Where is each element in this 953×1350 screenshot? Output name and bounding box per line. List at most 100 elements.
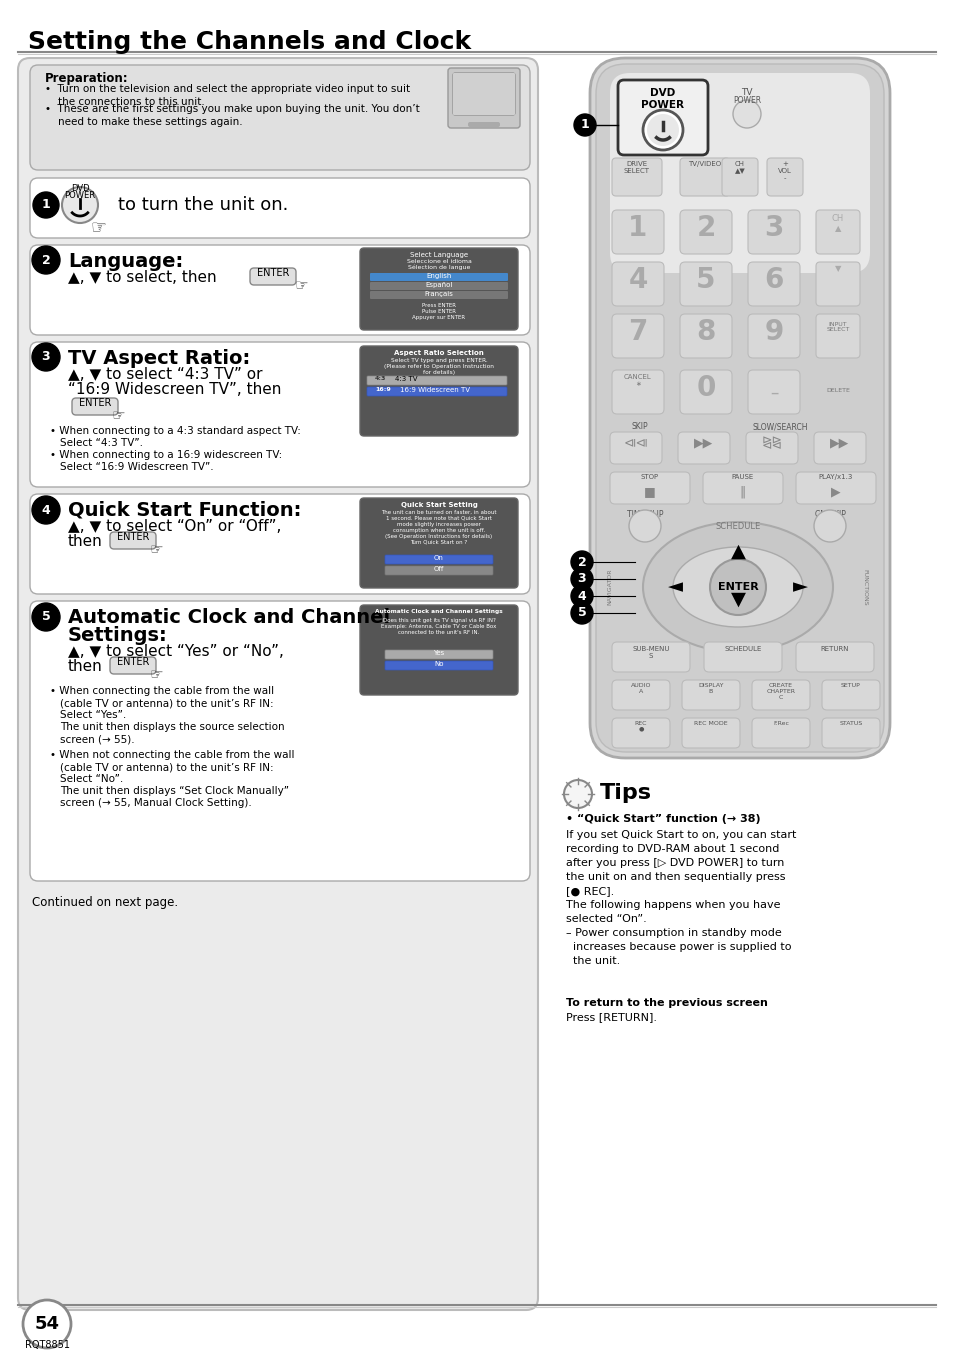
FancyBboxPatch shape bbox=[385, 555, 493, 564]
Text: ☞: ☞ bbox=[112, 408, 126, 423]
FancyBboxPatch shape bbox=[609, 472, 689, 504]
Circle shape bbox=[32, 246, 60, 274]
FancyBboxPatch shape bbox=[766, 158, 802, 196]
Text: (cable TV or antenna) to the unit’s RF IN:: (cable TV or antenna) to the unit’s RF I… bbox=[60, 698, 274, 707]
Text: SKIP: SKIP bbox=[631, 423, 648, 431]
Text: ⧎⧎: ⧎⧎ bbox=[760, 436, 781, 450]
Text: Select “16:9 Widescreen TV”.: Select “16:9 Widescreen TV”. bbox=[60, 462, 213, 472]
Text: Language:: Language: bbox=[68, 252, 183, 271]
Text: 54: 54 bbox=[34, 1315, 59, 1332]
Text: Quick Start Setting: Quick Start Setting bbox=[400, 502, 476, 508]
Text: ▲, ▼ to select “On” or “Off”,: ▲, ▼ to select “On” or “Off”, bbox=[68, 518, 281, 535]
Text: If you set Quick Start to on, you can start
recording to DVD-RAM about 1 second
: If you set Quick Start to on, you can st… bbox=[565, 830, 796, 967]
FancyBboxPatch shape bbox=[751, 718, 809, 748]
FancyBboxPatch shape bbox=[30, 65, 530, 170]
FancyBboxPatch shape bbox=[703, 643, 781, 672]
Text: 4: 4 bbox=[628, 266, 647, 294]
FancyBboxPatch shape bbox=[370, 273, 507, 281]
FancyBboxPatch shape bbox=[609, 432, 661, 464]
Text: 2: 2 bbox=[42, 254, 51, 266]
Text: Aspect Ratio Selection: Aspect Ratio Selection bbox=[394, 350, 483, 356]
Text: ▼: ▼ bbox=[730, 590, 744, 609]
Text: RETURN: RETURN bbox=[820, 647, 848, 652]
FancyBboxPatch shape bbox=[589, 58, 889, 757]
Circle shape bbox=[571, 602, 593, 624]
FancyBboxPatch shape bbox=[453, 73, 515, 115]
Text: ⧏⧏: ⧏⧏ bbox=[623, 436, 648, 450]
FancyBboxPatch shape bbox=[612, 370, 663, 414]
FancyBboxPatch shape bbox=[370, 292, 507, 298]
FancyBboxPatch shape bbox=[747, 262, 800, 306]
Text: ENTER: ENTER bbox=[717, 582, 758, 593]
Text: 5: 5 bbox=[696, 266, 715, 294]
FancyBboxPatch shape bbox=[110, 532, 156, 549]
FancyBboxPatch shape bbox=[448, 68, 519, 128]
FancyBboxPatch shape bbox=[359, 248, 517, 329]
FancyBboxPatch shape bbox=[30, 178, 530, 238]
FancyBboxPatch shape bbox=[30, 601, 530, 882]
Text: • When connecting the cable from the wall: • When connecting the cable from the wal… bbox=[50, 686, 274, 697]
FancyBboxPatch shape bbox=[795, 472, 875, 504]
Text: DVD: DVD bbox=[71, 184, 90, 193]
Text: Sélection de langue: Sélection de langue bbox=[407, 265, 470, 270]
Text: (cable TV or antenna) to the unit’s RF IN:: (cable TV or antenna) to the unit’s RF I… bbox=[60, 761, 274, 772]
Text: SETUP: SETUP bbox=[841, 683, 860, 688]
Text: SLOW/SEARCH: SLOW/SEARCH bbox=[752, 423, 807, 431]
Text: ENTER: ENTER bbox=[116, 532, 149, 541]
Text: 5: 5 bbox=[577, 606, 586, 620]
FancyBboxPatch shape bbox=[612, 718, 669, 748]
FancyBboxPatch shape bbox=[747, 370, 800, 414]
Text: –: – bbox=[769, 383, 778, 402]
Text: CH
▲▼: CH ▲▼ bbox=[734, 161, 744, 174]
FancyBboxPatch shape bbox=[681, 680, 740, 710]
Text: then: then bbox=[68, 535, 103, 549]
Text: On: On bbox=[434, 555, 443, 562]
Text: ▲, ▼ to select “Yes” or “No”,: ▲, ▼ to select “Yes” or “No”, bbox=[68, 644, 284, 659]
Text: ■: ■ bbox=[643, 485, 655, 498]
Text: ▲: ▲ bbox=[730, 541, 744, 562]
Circle shape bbox=[62, 188, 98, 223]
FancyBboxPatch shape bbox=[815, 211, 859, 254]
Text: 4:3: 4:3 bbox=[375, 377, 386, 381]
Text: Français: Français bbox=[424, 292, 453, 297]
Text: Automatic Clock and Channel Settings: Automatic Clock and Channel Settings bbox=[375, 609, 502, 614]
FancyBboxPatch shape bbox=[453, 73, 515, 115]
Text: Preparation:: Preparation: bbox=[45, 72, 129, 85]
FancyBboxPatch shape bbox=[359, 605, 517, 695]
Text: ▼: ▼ bbox=[834, 265, 841, 273]
Text: TV/VIDEO: TV/VIDEO bbox=[688, 161, 720, 167]
FancyBboxPatch shape bbox=[612, 211, 663, 254]
Circle shape bbox=[32, 495, 60, 524]
FancyBboxPatch shape bbox=[815, 315, 859, 358]
Text: 4: 4 bbox=[577, 590, 586, 602]
FancyBboxPatch shape bbox=[612, 315, 663, 358]
FancyBboxPatch shape bbox=[678, 432, 729, 464]
Text: FUNCTIONS: FUNCTIONS bbox=[862, 568, 866, 605]
Text: 6: 6 bbox=[763, 266, 782, 294]
Text: The unit can be turned on faster, in about
1 second. Please note that Quick Star: The unit can be turned on faster, in abo… bbox=[381, 510, 497, 545]
Text: •  These are the first settings you make upon buying the unit. You don’t
    nee: • These are the first settings you make … bbox=[45, 104, 419, 127]
Text: ☞: ☞ bbox=[90, 217, 106, 236]
Text: screen (→ 55, Manual Clock Setting).: screen (→ 55, Manual Clock Setting). bbox=[60, 798, 252, 809]
FancyBboxPatch shape bbox=[385, 662, 493, 670]
FancyBboxPatch shape bbox=[813, 432, 865, 464]
FancyBboxPatch shape bbox=[385, 649, 493, 659]
FancyBboxPatch shape bbox=[821, 718, 879, 748]
Text: Seleccione el idioma: Seleccione el idioma bbox=[406, 259, 471, 265]
FancyBboxPatch shape bbox=[468, 122, 499, 127]
Text: Off: Off bbox=[434, 566, 444, 572]
FancyBboxPatch shape bbox=[751, 680, 809, 710]
FancyBboxPatch shape bbox=[681, 718, 740, 748]
Text: ◄: ◄ bbox=[667, 578, 682, 597]
Text: POWER: POWER bbox=[65, 190, 95, 200]
Text: ▲, ▼ to select, then: ▲, ▼ to select, then bbox=[68, 270, 216, 285]
Text: Continued on next page.: Continued on next page. bbox=[32, 896, 178, 909]
FancyBboxPatch shape bbox=[679, 262, 731, 306]
Ellipse shape bbox=[672, 547, 802, 626]
FancyBboxPatch shape bbox=[815, 262, 859, 306]
FancyBboxPatch shape bbox=[110, 657, 156, 674]
FancyBboxPatch shape bbox=[367, 387, 506, 396]
FancyBboxPatch shape bbox=[367, 377, 506, 385]
Text: +
VOL
-: + VOL - bbox=[778, 161, 791, 181]
Text: 4:3 TV: 4:3 TV bbox=[395, 377, 417, 382]
